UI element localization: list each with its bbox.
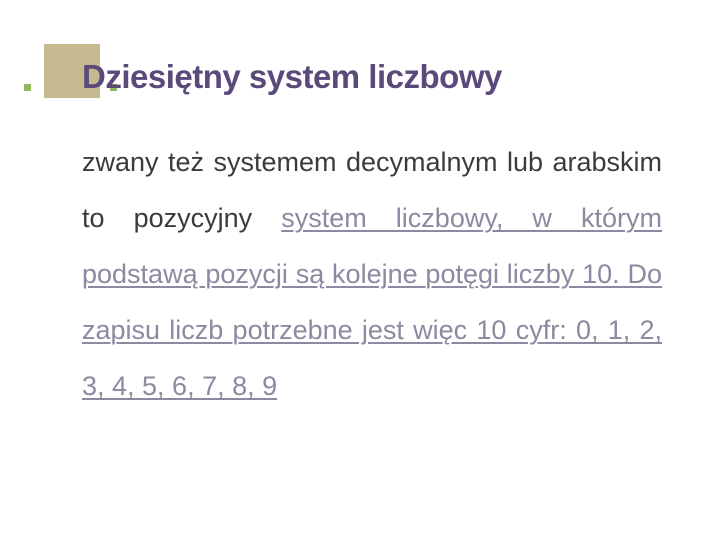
accent-dot-left: [24, 84, 31, 91]
slide-body: zwany też systemem decymalnym lub arabsk…: [82, 134, 662, 414]
slide-content: Dziesiętny system liczbowy zwany też sys…: [82, 58, 662, 414]
slide-title: Dziesiętny system liczbowy: [82, 58, 662, 96]
